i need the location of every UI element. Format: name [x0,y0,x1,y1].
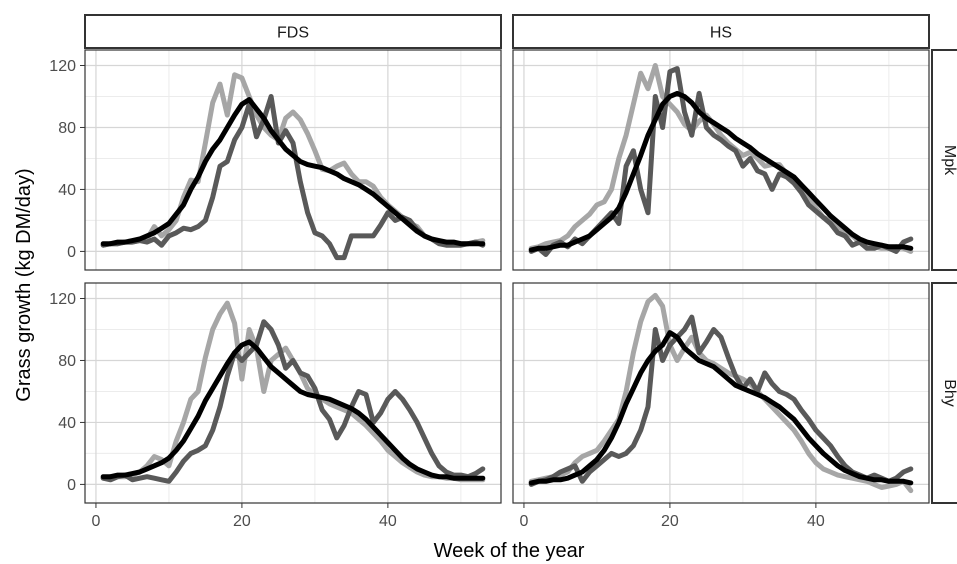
x-tick-label: 40 [379,513,397,530]
strip-label-fds: FDS [277,25,309,42]
panel-frame-hs-mpk [512,49,930,271]
series-line-dark-fds-mpk [100,97,486,247]
strip-box-hs [512,14,930,49]
x-tick-label: 0 [91,513,100,530]
series-layer [100,63,914,494]
x-tick-label: 20 [233,513,251,530]
y-tick-label: 80 [58,120,76,137]
y-axis-title: Grass growth (kg DM/day) [13,168,35,401]
panel-frame-hs-bhy [512,282,930,504]
strip-box-bhy [931,282,957,504]
series-line-mid-fds-bhy [100,319,486,484]
strip-label-hs: HS [710,25,732,42]
series-line-mid-hs-bhy [528,314,914,487]
panel-frame-fds-mpk [84,49,502,271]
y-tick-label: 40 [58,182,76,199]
series-line-dark-hs-mpk [528,90,914,253]
strip-box-mpk [931,49,957,271]
y-tick-label: 80 [58,353,76,370]
ticks-layer: 0 40 80 120 0 40 80 120 0 20 40 0 20 40 [49,58,825,530]
y-tick-label: 0 [67,244,76,261]
x-tick-label: 0 [519,513,528,530]
series-line-dark-hs-bhy [528,330,914,486]
y-tick-label: 120 [49,291,76,308]
y-tick-label: 120 [49,58,76,75]
strip-label-bhy: Bhy [941,379,957,407]
series-line-dark-fds-bhy [100,339,486,481]
strip-label-mpk: Mpk [941,145,957,176]
series-line-light-hs-bhy [528,292,914,494]
y-tick-label: 40 [58,415,76,432]
strip-box-fds [84,14,502,49]
x-tick-label: 40 [807,513,825,530]
x-axis-title: Week of the year [434,540,585,562]
y-tick-label: 0 [67,477,76,494]
panel-frame-fds-bhy [84,282,502,504]
series-line-light-fds-mpk [100,72,486,248]
x-tick-label: 20 [661,513,679,530]
frames-layer [84,49,930,504]
strips-layer: FDS HS Mpk Bhy [84,14,957,504]
